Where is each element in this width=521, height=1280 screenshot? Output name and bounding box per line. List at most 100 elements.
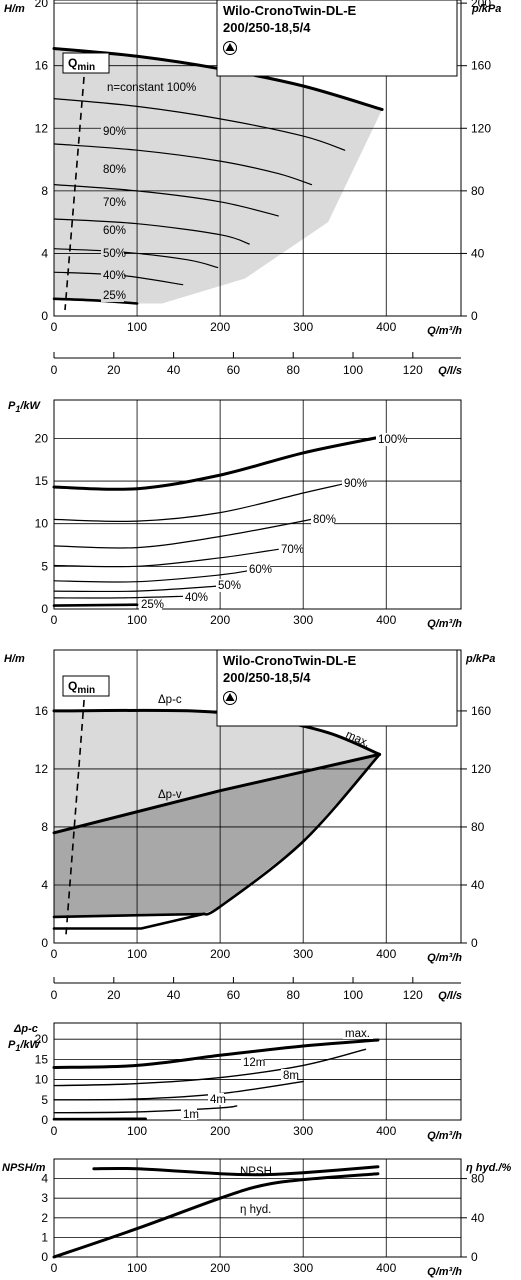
y-tick-label: 0: [41, 936, 48, 950]
x-tick-label: 400: [376, 613, 396, 627]
ls-axis-label: Q/l/s: [438, 365, 462, 377]
y2-tick-label: 80: [471, 184, 485, 198]
series-line: [52, 1038, 380, 1069]
ls-tick-label: 80: [287, 363, 301, 377]
series-line: [53, 218, 250, 245]
label-background: [183, 591, 206, 604]
ls-tick-label: 40: [167, 988, 181, 1002]
y-tick-label: 4: [41, 246, 48, 260]
y-tick-label: 0: [41, 1250, 48, 1264]
y-axis-label: H/m: [4, 653, 25, 665]
y2-tick-label: 120: [471, 121, 491, 135]
title-box: [216, 649, 458, 727]
y-axis-label: P1/kW: [8, 1039, 42, 1053]
series-line: [53, 518, 313, 549]
series-label: 12m: [243, 1057, 265, 1069]
label-background: [101, 196, 124, 209]
series-label: n=constant 100%: [107, 82, 196, 94]
qmin-label: Qmin: [68, 679, 95, 696]
ls-tick-label: 0: [51, 988, 58, 1002]
qmin-box: [62, 675, 110, 697]
npsh-label: NPSH: [240, 1166, 272, 1178]
x-axis-label: Q/m³/h: [427, 1266, 462, 1278]
x-tick-label: 300: [293, 947, 313, 961]
series-line: [53, 569, 254, 583]
ls-tick-label: 60: [227, 363, 241, 377]
ls-tick-label: 100: [343, 363, 363, 377]
y2-axis-label: p/kPa: [471, 3, 501, 15]
series-label: 70%: [103, 197, 126, 209]
label-background: [101, 269, 124, 282]
title-box: [216, 0, 458, 77]
ls-tick-label: 20: [107, 363, 121, 377]
plot-frame: [53, 0, 462, 317]
y-tick-label: 8: [41, 184, 48, 198]
x-tick-label: 300: [293, 320, 313, 334]
series-label: 4m: [210, 1094, 226, 1106]
y2-tick-label: 120: [471, 762, 491, 776]
y-tick-label: 4: [41, 878, 48, 892]
y2-tick-label: 40: [471, 246, 485, 260]
y2-tick-label: 40: [471, 878, 485, 892]
series-line: [53, 184, 279, 217]
y2-axis-label: p/kPa: [465, 653, 495, 665]
series-label: 80%: [103, 164, 126, 176]
npsh-curve: [92, 1165, 380, 1177]
x-tick-label: 100: [127, 947, 147, 961]
series-line: [53, 1105, 238, 1114]
label-background: [247, 563, 270, 576]
series-line: [53, 98, 346, 151]
y2-tick-label: 40: [471, 1211, 485, 1225]
x-axis-label: Q/m³/h: [427, 618, 462, 630]
series-label: 25%: [141, 599, 164, 611]
min-speed-curve: [52, 912, 205, 930]
x-tick-label: 200: [210, 1124, 230, 1138]
y-tick-label: 15: [35, 474, 49, 488]
plot-frame: [53, 1022, 462, 1121]
y-tick-label: 16: [35, 59, 49, 73]
y-tick-label: 15: [35, 1052, 49, 1066]
series-label: 1m: [183, 1109, 199, 1121]
operating-range-area: [54, 48, 383, 304]
label-background: [281, 1069, 297, 1081]
x-tick-label: 0: [51, 1124, 58, 1138]
x-tick-label: 100: [127, 320, 147, 334]
label-background: [101, 125, 124, 138]
y-tick-label: 5: [41, 1093, 48, 1107]
series-line: [52, 436, 380, 491]
label-background: [216, 579, 239, 592]
x-axis-label: Q/m³/h: [427, 1130, 462, 1142]
qmin-label: Qmin: [68, 56, 95, 73]
y-tick-label: 20: [35, 431, 49, 445]
series-label: 60%: [249, 564, 272, 576]
y-tick-label: 8: [41, 820, 48, 834]
ls-tick-label: 20: [107, 988, 121, 1002]
y-tick-label: 20: [35, 0, 49, 10]
y-axis-label: H/m: [4, 3, 25, 15]
x-tick-label: 300: [293, 1261, 313, 1275]
y2-tick-label: 0: [471, 1250, 478, 1264]
wilo-logo-mark: [225, 693, 235, 701]
x-axis-label: Q/m³/h: [427, 952, 462, 964]
series-line: [53, 1048, 367, 1087]
dp-c-label: Δp-c: [158, 694, 182, 706]
y-tick-label: 20: [35, 1032, 49, 1046]
qmin-line: [65, 687, 86, 936]
chart-subtitle: 200/250-18,5/4: [223, 20, 311, 35]
y-tick-label: 4: [41, 1172, 48, 1186]
series-line: [52, 603, 139, 607]
series-line: [52, 297, 139, 305]
y-tick-label: 3: [41, 1191, 48, 1205]
label-background: [376, 433, 406, 446]
label-background: [101, 247, 124, 260]
ls-tick-label: 100: [343, 988, 363, 1002]
y-tick-label: 2: [41, 1211, 48, 1225]
series-label: 60%: [103, 225, 126, 237]
y-axis-label: P1/kW: [8, 400, 42, 414]
label-background: [101, 289, 124, 302]
label-background: [311, 513, 334, 526]
label-background: [241, 1056, 264, 1068]
x-tick-label: 0: [51, 320, 58, 334]
x-tick-label: 100: [127, 1124, 147, 1138]
series-label: 50%: [103, 248, 126, 260]
